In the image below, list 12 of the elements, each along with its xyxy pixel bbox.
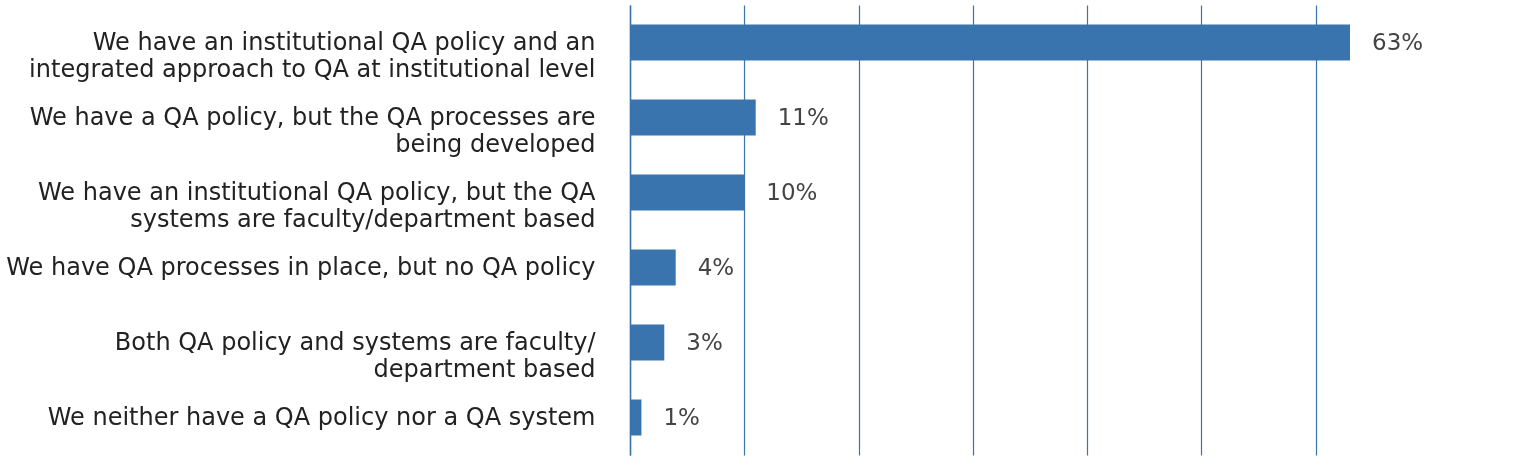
y-tick-label: We have QA processes in place, but no QA policy (6, 252, 596, 281)
data-label: 4% (697, 253, 735, 280)
y-tick-label: We have an institutional QA policy, but the QA systems are faculty/department based (38, 177, 597, 233)
data-label: 3% (686, 328, 723, 355)
data-label: 10% (766, 178, 818, 205)
y-tick-label: We have a QA policy, but the QA processes are being developed (29, 102, 596, 158)
y-tick-label: We have an institutional QA policy and an integrated approach to QA at institutional level (29, 27, 596, 83)
data-label: 63% (1372, 28, 1424, 55)
y-tick-label: Both QA policy and systems are faculty/ department based (114, 327, 597, 383)
y-tick-label: We neither have a QA policy nor a QA system (47, 402, 596, 431)
data-label: 11% (777, 103, 829, 130)
data-label: 1% (663, 403, 700, 430)
